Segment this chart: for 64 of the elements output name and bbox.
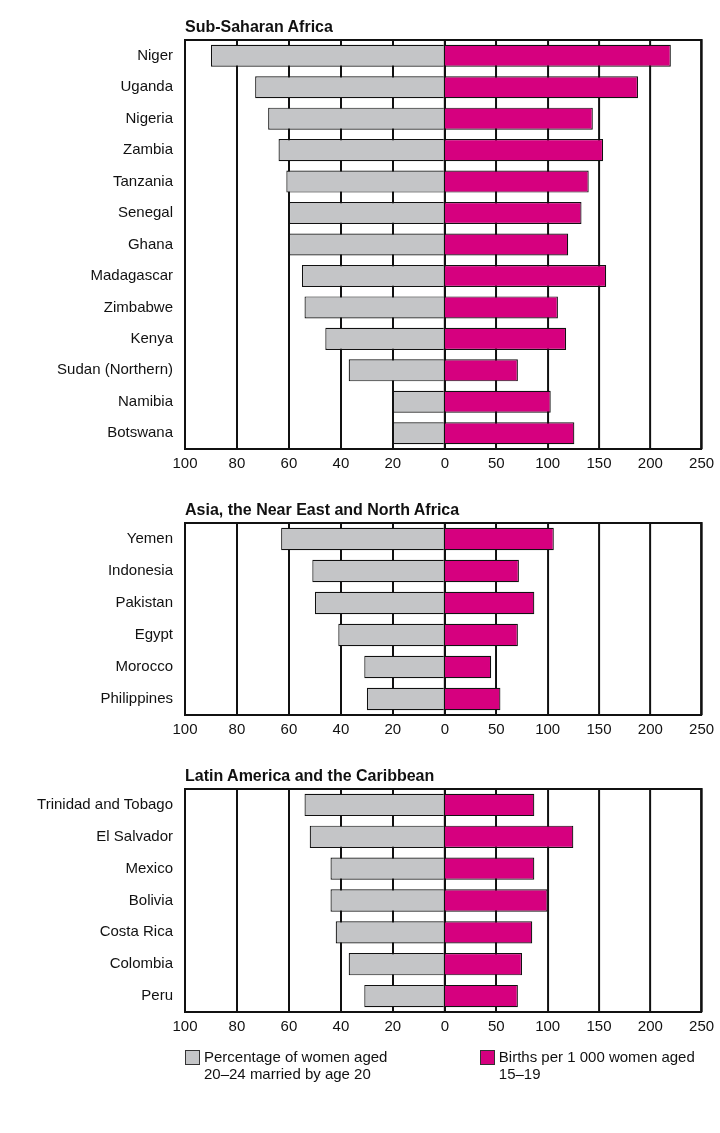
y-tick-label: Sudan (Northern)	[57, 360, 173, 378]
y-tick-label: Ghana	[127, 234, 174, 252]
x-tick-label: 80	[228, 454, 246, 472]
y-tick-label: Peru	[141, 986, 173, 1004]
x-tick-label: 60	[280, 454, 298, 472]
legend-label: Births per 1 000 women aged 15–19	[498, 1048, 696, 1082]
x-tick-label: 20	[384, 720, 402, 738]
y-tick-label: Trinidad and Tobago	[37, 795, 173, 813]
y-tick-label: Pakistan	[115, 593, 173, 611]
x-tick-label: 20	[384, 454, 402, 472]
y-tick-label: Botswana	[107, 423, 174, 441]
x-tick-label: 40	[332, 454, 350, 472]
y-tick-label: Uganda	[120, 77, 174, 95]
x-tick-label: 0	[440, 454, 449, 472]
x-tick-label: 250	[688, 720, 714, 738]
x-tick-label: 60	[280, 1017, 298, 1035]
y-tick-label: Colombia	[109, 954, 174, 972]
chart-title: Sub-Saharan Africa	[185, 17, 333, 37]
chart-title: Asia, the Near East and North Africa	[185, 500, 460, 520]
x-tick-label: 100	[172, 454, 198, 472]
x-tick-label: 200	[637, 454, 663, 472]
y-tick-label: Mexico	[125, 858, 173, 876]
y-tick-label: Senegal	[117, 203, 173, 221]
y-tick-label: Tanzania	[112, 171, 174, 189]
x-tick-label: 0	[440, 1017, 449, 1035]
x-tick-label: 100	[172, 1017, 198, 1035]
y-tick-label: Madagascar	[90, 266, 173, 284]
x-tick-label: 100	[534, 454, 560, 472]
x-tick-label: 40	[332, 720, 350, 738]
x-tick-label: 60	[280, 720, 298, 738]
y-tick-label: Kenya	[130, 329, 174, 347]
x-tick-label: 250	[688, 1017, 714, 1035]
y-tick-label: Morocco	[115, 657, 173, 675]
y-tick-label: Indonesia	[107, 561, 174, 579]
x-tick-label: 250	[688, 454, 714, 472]
x-tick-label: 150	[586, 454, 612, 472]
y-tick-label: Niger	[137, 45, 173, 63]
x-tick-label: 50	[487, 454, 505, 472]
chart-title: Latin America and the Caribbean	[185, 766, 435, 786]
x-tick-label: 0	[440, 720, 449, 738]
y-tick-label: Nigeria	[125, 108, 174, 126]
y-tick-label: Yemen	[126, 529, 173, 547]
y-tick-label: Philippines	[100, 689, 173, 707]
x-tick-label: 40	[332, 1017, 350, 1035]
x-tick-label: 50	[487, 1017, 505, 1035]
y-tick-label: Zimbabwe	[103, 297, 173, 315]
y-tick-label: Costa Rica	[99, 922, 174, 940]
y-tick-label: Zambia	[122, 140, 174, 158]
x-tick-label: 100	[534, 720, 560, 738]
x-tick-label: 20	[384, 1017, 402, 1035]
x-tick-label: 200	[637, 1017, 663, 1035]
y-tick-label: Egypt	[134, 625, 174, 643]
y-tick-label: Bolivia	[128, 890, 174, 908]
x-tick-label: 100	[172, 720, 198, 738]
legend-label: Percentage of women aged 20–24 married by age 20	[204, 1048, 389, 1082]
x-tick-label: 150	[586, 1017, 612, 1035]
x-tick-label: 100	[534, 1017, 560, 1035]
x-tick-label: 80	[228, 1017, 246, 1035]
x-tick-label: 50	[487, 720, 505, 738]
x-tick-label: 200	[637, 720, 663, 738]
x-tick-label: 150	[586, 720, 612, 738]
y-tick-label: Namibia	[117, 391, 174, 409]
y-tick-label: El Salvador	[96, 826, 173, 844]
x-tick-label: 80	[228, 720, 246, 738]
